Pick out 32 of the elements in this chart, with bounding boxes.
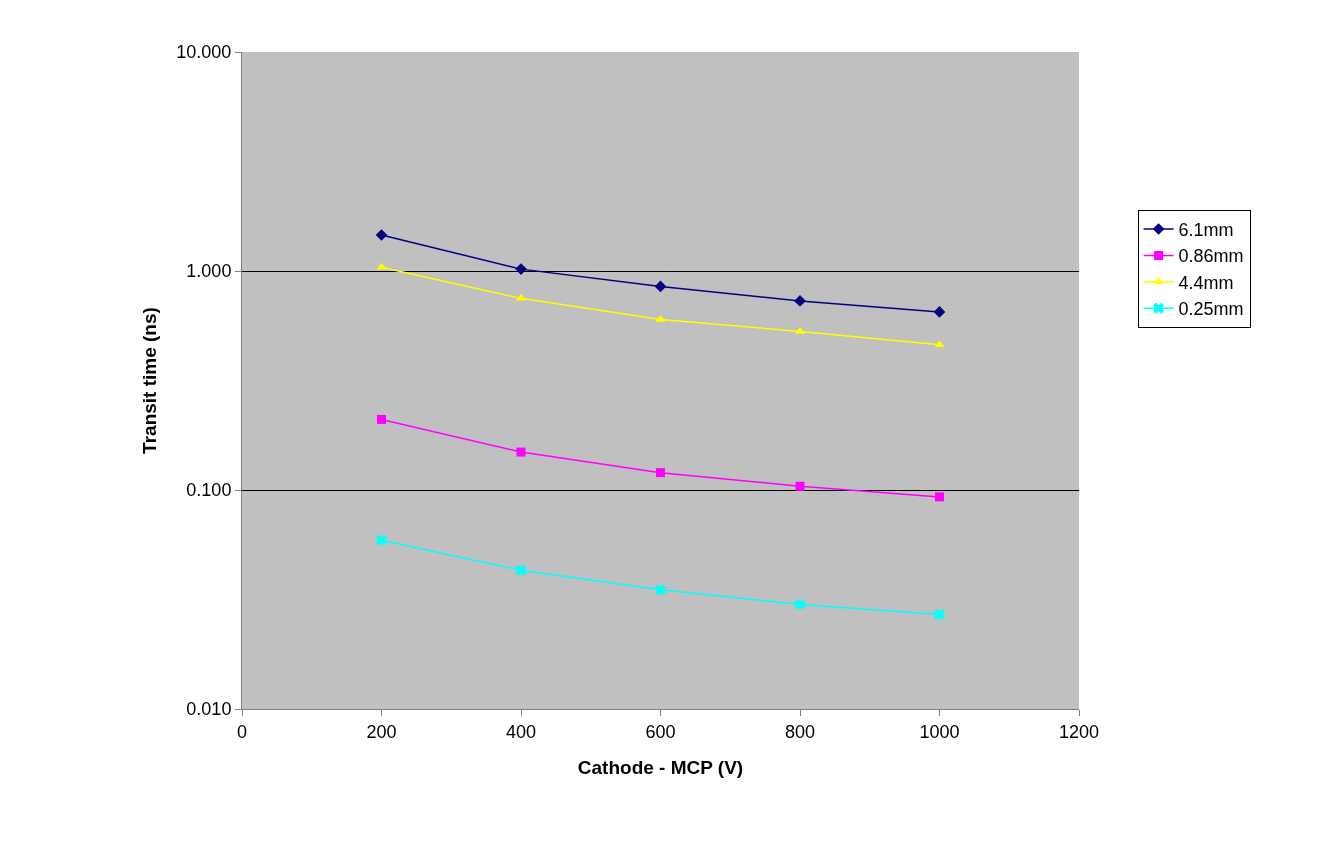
point — [375, 229, 388, 241]
y-axis-title: Transit time (ns) — [139, 307, 161, 454]
x-tick-label: 1000 — [919, 721, 960, 742]
point — [794, 598, 806, 611]
point — [935, 492, 944, 502]
x-tick-label: 1200 — [1058, 721, 1100, 742]
point — [376, 262, 387, 270]
legend-label: 6.1mm — [1178, 220, 1234, 241]
x-tick-label: 400 — [505, 721, 537, 742]
point — [515, 564, 527, 576]
point — [654, 584, 667, 596]
legend-label: 0.86mm — [1178, 246, 1244, 267]
x-tick-label: 800 — [784, 721, 816, 742]
x-tick-label: 200 — [366, 721, 397, 742]
x-tick-label: 0 — [236, 721, 248, 742]
x-axis-title: Cathode - MCP (V) — [577, 757, 744, 779]
point — [795, 481, 805, 491]
point — [933, 608, 946, 621]
y-tick-label: 0.010 — [186, 699, 232, 720]
point — [654, 280, 667, 293]
point — [656, 468, 665, 478]
point — [377, 414, 386, 424]
point — [516, 447, 526, 457]
y-tick-label: 10.000 — [176, 42, 232, 63]
x-tick-label: 600 — [645, 721, 676, 742]
legend-label: 0.25mm — [1178, 299, 1244, 320]
point — [933, 306, 946, 318]
point — [934, 340, 945, 348]
y-tick-label: 0.100 — [186, 480, 232, 501]
y-tick-label: 1.000 — [186, 261, 232, 282]
point — [375, 534, 388, 546]
legend-label: 4.4mm — [1178, 272, 1234, 293]
